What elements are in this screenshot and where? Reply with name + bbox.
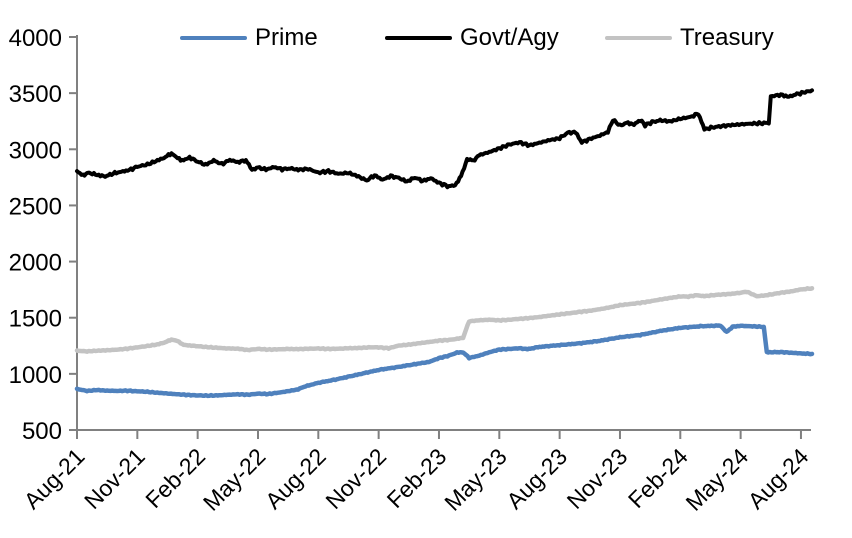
treasury-line-swatch [605,35,672,41]
series-line-treasury [74,286,815,354]
x-tick-label-Aug-22: Aug-22 [260,443,331,514]
legend-item-govt-agy: Govt/Agy [385,26,559,50]
y-tick-label-3000: 3000 [9,137,62,164]
series-line-prime [74,323,815,399]
legend-label-prime: Prime [255,24,318,51]
x-tick-label-Nov-23: Nov-23 [562,443,633,514]
x-tick-label-Feb-23: Feb-23 [382,443,452,513]
y-tick-label-3500: 3500 [9,81,62,108]
x-tick-label-Feb-22: Feb-22 [140,443,210,513]
x-tick-label-May-23: May-23 [439,443,512,516]
x-tick-label-Aug-23: Aug-23 [501,443,572,514]
legend-label-govt-agy: Govt/Agy [460,24,559,51]
legend-label-treasury: Treasury [680,24,774,51]
y-tick-label-2500: 2500 [9,193,62,220]
y-tick-label-1000: 1000 [9,362,62,389]
x-tick-label-Nov-21: Nov-21 [79,443,150,514]
y-tick-label-1500: 1500 [9,306,62,333]
x-tick-label-Feb-24: Feb-24 [623,443,693,513]
y-tick-label-500: 500 [22,418,62,445]
x-tick-label-Aug-24: Aug-24 [743,443,814,514]
x-tick-label-May-22: May-22 [198,443,271,516]
legend-item-treasury: Treasury [605,26,774,50]
x-tick-label-Nov-22: Nov-22 [320,443,391,514]
y-tick-label-2000: 2000 [9,250,62,277]
prime-line-swatch [180,35,247,41]
y-tick-label-4000: 4000 [9,25,62,52]
x-tick-label-May-24: May-24 [681,443,754,516]
legend-item-prime: Prime [180,26,318,50]
x-tick-label-Aug-21: Aug-21 [19,443,90,514]
series-line-govt-agy [75,88,814,190]
govt-agy-line-swatch [385,36,452,40]
